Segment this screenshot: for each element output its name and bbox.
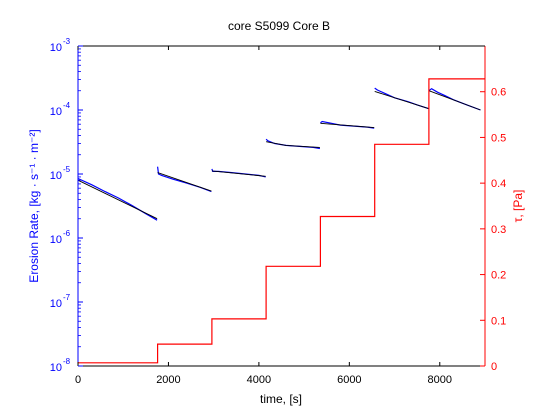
x-axis-label: time, [s]	[260, 392, 302, 406]
left-tick-exponent: -6	[63, 229, 71, 238]
right-tick-label: 0.5	[491, 132, 506, 144]
left-tick-label: 10	[50, 362, 62, 374]
left-tick-label: 10	[50, 106, 62, 118]
plot-area	[77, 45, 486, 367]
left-tick-label: 10	[50, 298, 62, 310]
right-tick-label: 0.2	[491, 270, 506, 282]
erosion-fit-segment-6	[374, 90, 429, 110]
shear-stress-line	[78, 78, 485, 364]
erosion-fit-segment-1	[77, 179, 158, 220]
right-tick-label: 0.4	[491, 178, 506, 190]
left-tick-label: 10	[50, 170, 62, 182]
left-tick-label: 10	[50, 42, 62, 54]
left-tick-exponent: -5	[63, 165, 71, 174]
x-tick-label: 8000	[428, 374, 452, 386]
right-axis-label: τ, [Pa]	[511, 190, 525, 223]
erosion-fit-segment-7	[428, 90, 481, 111]
x-axis-ticks: 0 2000 4000 6000 8000	[75, 46, 452, 386]
right-tick-label: 0.6	[491, 87, 506, 99]
left-tick-exponent: -7	[63, 293, 71, 302]
x-tick-label: 0	[75, 374, 81, 386]
left-tick-label: 10	[50, 234, 62, 246]
erosion-fit-segment-2	[157, 172, 212, 192]
left-tick-exponent: -4	[63, 101, 71, 110]
right-tick-label: 0	[491, 361, 497, 373]
series-layer	[77, 78, 485, 364]
x-tick-label: 6000	[337, 374, 361, 386]
left-tick-exponent: -3	[63, 37, 71, 46]
left-axis-ticks: 10-810-710-610-510-410-3	[50, 37, 83, 374]
right-tick-label: 0.1	[491, 315, 506, 327]
erosion-fit-segment-3	[211, 170, 266, 177]
left-axis-label: Erosion Rate, [kg · s⁻¹ · m⁻²]	[27, 129, 41, 282]
right-tick-label: 0.3	[491, 224, 506, 236]
erosion-fit-segment-4	[266, 141, 320, 148]
chart-title: core S5099 Core B	[228, 19, 330, 33]
x-tick-label: 2000	[156, 374, 180, 386]
right-axis-ticks: 0 0.1 0.2 0.3 0.4 0.5 0.6	[480, 87, 506, 373]
axes-box	[78, 46, 485, 366]
erosion-fit-segment-5	[320, 122, 375, 129]
x-tick-label: 4000	[247, 374, 271, 386]
left-tick-exponent: -8	[63, 357, 71, 366]
